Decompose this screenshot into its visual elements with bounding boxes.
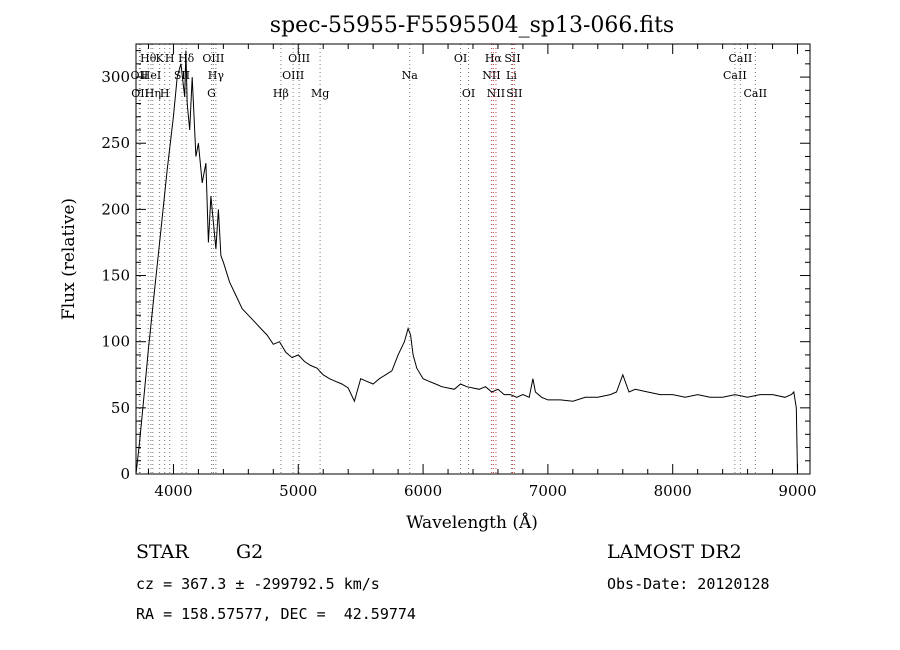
line-marker-label: G: [207, 87, 216, 100]
y-tick-label: 150: [101, 267, 130, 285]
plot-frame: [135, 43, 811, 475]
line-marker-label: Hβ: [273, 87, 289, 100]
x-axis-label: Wavelength (Å): [406, 512, 538, 533]
line-marker-label: SII: [504, 52, 520, 65]
y-axis-ticks: 0 50 100 150 200 250 300: [101, 50, 810, 483]
x-tick-label: 7000: [529, 482, 567, 500]
y-axis-label: Flux (relative): [59, 198, 79, 320]
x-tick-label: 8000: [654, 482, 692, 500]
line-marker-label: Hη: [145, 87, 161, 100]
y-tick-label: 300: [101, 68, 130, 86]
object-class: STAR: [136, 541, 189, 563]
line-marker-label: K: [155, 52, 164, 65]
line-marker-label: OI: [454, 52, 467, 65]
x-tick-label: 5000: [279, 482, 317, 500]
observation-date: Obs-Date: 20120128: [607, 575, 770, 593]
line-marker-label: OI: [462, 87, 475, 100]
survey-name: LAMOST DR2: [607, 541, 742, 563]
line-marker-label: CaII: [723, 69, 747, 82]
line-marker-label: NII: [482, 69, 500, 82]
y-tick-label: 0: [120, 465, 130, 483]
line-marker-label: H: [165, 52, 175, 65]
line-marker-label: OII: [131, 69, 149, 82]
line-marker-label: OIII: [202, 52, 224, 65]
line-marker-label: OIII: [282, 69, 304, 82]
line-marker-label: OIII: [288, 52, 310, 65]
line-marker-label: Hθ: [140, 52, 157, 65]
x-tick-label: 4000: [154, 482, 192, 500]
line-marker-label: Hγ: [208, 69, 225, 82]
line-marker-label: SII: [506, 87, 522, 100]
line-marker-label: NII: [487, 87, 505, 100]
line-marker-label: HeI: [141, 69, 161, 82]
y-tick-label: 50: [111, 399, 130, 417]
line-marker-label: Li: [506, 69, 517, 82]
x-axis-ticks: 4000 5000 6000 7000 8000 9000: [147, 44, 817, 500]
x-tick-label: 9000: [778, 482, 816, 500]
velocity-readout: cz = 367.3 ± -299792.5 km/s: [136, 575, 380, 593]
y-tick-label: 100: [101, 333, 130, 351]
y-tick-label: 250: [101, 134, 130, 152]
coordinates-readout: RA = 158.57577, DEC = 42.59774: [136, 605, 416, 623]
spectrum-series-line: [135, 50, 798, 475]
x-tick-label: 6000: [404, 482, 442, 500]
line-marker-label: H: [160, 87, 170, 100]
spectral-subclass: G2: [236, 541, 264, 563]
line-marker-label: CaII: [743, 87, 767, 100]
line-marker-label: Mg: [311, 87, 329, 100]
line-marker-label: Na: [402, 69, 419, 82]
line-marker-label: CaII: [729, 52, 753, 65]
line-marker-label: Hα: [485, 52, 503, 65]
chart-title: spec-55955-F5595504_sp13-066.fits: [270, 13, 674, 38]
y-tick-label: 200: [101, 200, 130, 218]
